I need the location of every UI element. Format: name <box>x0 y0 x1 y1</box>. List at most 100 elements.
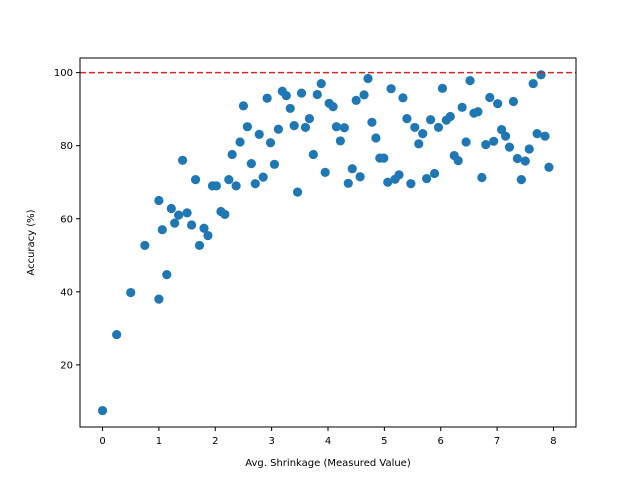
data-point-17 <box>203 230 213 241</box>
data-point-99 <box>524 144 534 154</box>
data-point-55 <box>351 95 361 105</box>
data-point-76 <box>433 122 444 133</box>
data-point-15 <box>194 240 205 251</box>
data-point-97 <box>516 175 526 185</box>
data-point-29 <box>250 179 260 189</box>
data-point-57 <box>359 90 369 100</box>
data-point-67 <box>398 93 408 103</box>
data-point-79 <box>445 111 455 122</box>
data-point-87 <box>477 172 487 183</box>
x-tick-label-6: 6 <box>438 436 444 447</box>
data-point-50 <box>331 122 342 132</box>
data-point-75 <box>429 168 440 179</box>
data-point-10 <box>174 210 184 220</box>
data-point-52 <box>339 123 349 133</box>
data-point-100 <box>528 78 538 89</box>
data-point-54 <box>347 164 357 174</box>
x-tick-label-4: 4 <box>325 436 331 447</box>
data-point-33 <box>265 138 276 148</box>
y-axis-label: Accuracy (%) <box>26 209 37 275</box>
data-point-66 <box>394 170 404 180</box>
x-axis-label: Avg. Shrinkage (Measured Value) <box>245 458 411 469</box>
data-point-88 <box>481 139 491 150</box>
data-point-49 <box>328 101 338 112</box>
data-point-83 <box>461 137 471 147</box>
data-point-26 <box>238 101 249 111</box>
x-axis-ticks: 0 1 2 3 4 5 6 7 8 <box>99 427 557 447</box>
data-point-22 <box>224 175 234 185</box>
data-point-9 <box>170 218 180 228</box>
data-point-7 <box>162 270 172 280</box>
data-point-19 <box>211 181 221 191</box>
data-point-31 <box>258 172 268 182</box>
data-point-8 <box>166 203 176 214</box>
data-point-60 <box>371 133 381 143</box>
data-point-35 <box>273 124 283 134</box>
data-point-4 <box>154 294 164 304</box>
data-point-104 <box>544 162 554 172</box>
y-tick-label-100: 100 <box>54 68 73 79</box>
data-point-27 <box>242 122 252 132</box>
x-tick-label-2: 2 <box>212 436 218 447</box>
x-tick-label-1: 1 <box>156 436 162 447</box>
data-point-86 <box>473 107 483 117</box>
data-point-90 <box>489 136 499 146</box>
data-point-0 <box>97 405 108 416</box>
data-point-96 <box>512 153 522 164</box>
y-tick-label-60: 60 <box>60 214 73 225</box>
data-point-64 <box>386 84 396 94</box>
data-point-47 <box>320 167 330 177</box>
data-point-102 <box>536 70 546 80</box>
x-tick-label-0: 0 <box>99 436 105 447</box>
data-point-84 <box>465 76 475 86</box>
data-point-14 <box>190 175 201 185</box>
data-point-53 <box>343 178 353 188</box>
data-point-16 <box>199 223 209 233</box>
data-point-30 <box>254 129 264 139</box>
data-point-94 <box>504 142 515 152</box>
data-point-93 <box>500 131 511 141</box>
data-point-89 <box>485 92 495 103</box>
y-tick-label-80: 80 <box>60 141 73 152</box>
data-point-95 <box>508 96 519 107</box>
x-tick-label-5: 5 <box>381 436 387 447</box>
data-point-73 <box>422 173 432 184</box>
data-point-23 <box>227 149 237 160</box>
data-point-12 <box>182 208 192 218</box>
data-point-71 <box>414 139 424 149</box>
data-point-62 <box>379 153 389 163</box>
data-point-44 <box>308 149 318 160</box>
x-tick-label-7: 7 <box>494 436 500 447</box>
data-point-34 <box>269 159 280 169</box>
data-point-91 <box>493 99 503 109</box>
data-point-70 <box>410 122 420 133</box>
data-point-82 <box>457 102 467 112</box>
data-point-25 <box>235 137 245 147</box>
data-point-69 <box>406 179 416 189</box>
data-point-101 <box>532 129 542 139</box>
data-point-3 <box>140 240 150 251</box>
data-point-58 <box>363 73 373 84</box>
data-point-40 <box>292 187 303 197</box>
data-point-41 <box>296 88 307 98</box>
data-point-37 <box>281 91 291 101</box>
data-point-98 <box>520 156 530 166</box>
data-point-2 <box>126 287 136 298</box>
data-point-103 <box>540 131 550 141</box>
data-point-42 <box>300 122 311 133</box>
data-point-11 <box>177 155 188 165</box>
data-point-5 <box>154 195 164 206</box>
data-point-46 <box>316 78 326 89</box>
data-point-1 <box>112 329 122 340</box>
data-point-38 <box>285 103 295 114</box>
data-point-43 <box>304 114 314 124</box>
y-axis-ticks: 20 40 60 80 100 <box>54 68 80 371</box>
data-point-21 <box>220 209 230 219</box>
data-point-39 <box>289 120 299 131</box>
data-point-51 <box>335 136 345 146</box>
data-point-13 <box>187 220 197 230</box>
data-point-28 <box>246 158 256 169</box>
y-tick-label-20: 20 <box>60 360 73 371</box>
data-point-45 <box>312 89 322 100</box>
